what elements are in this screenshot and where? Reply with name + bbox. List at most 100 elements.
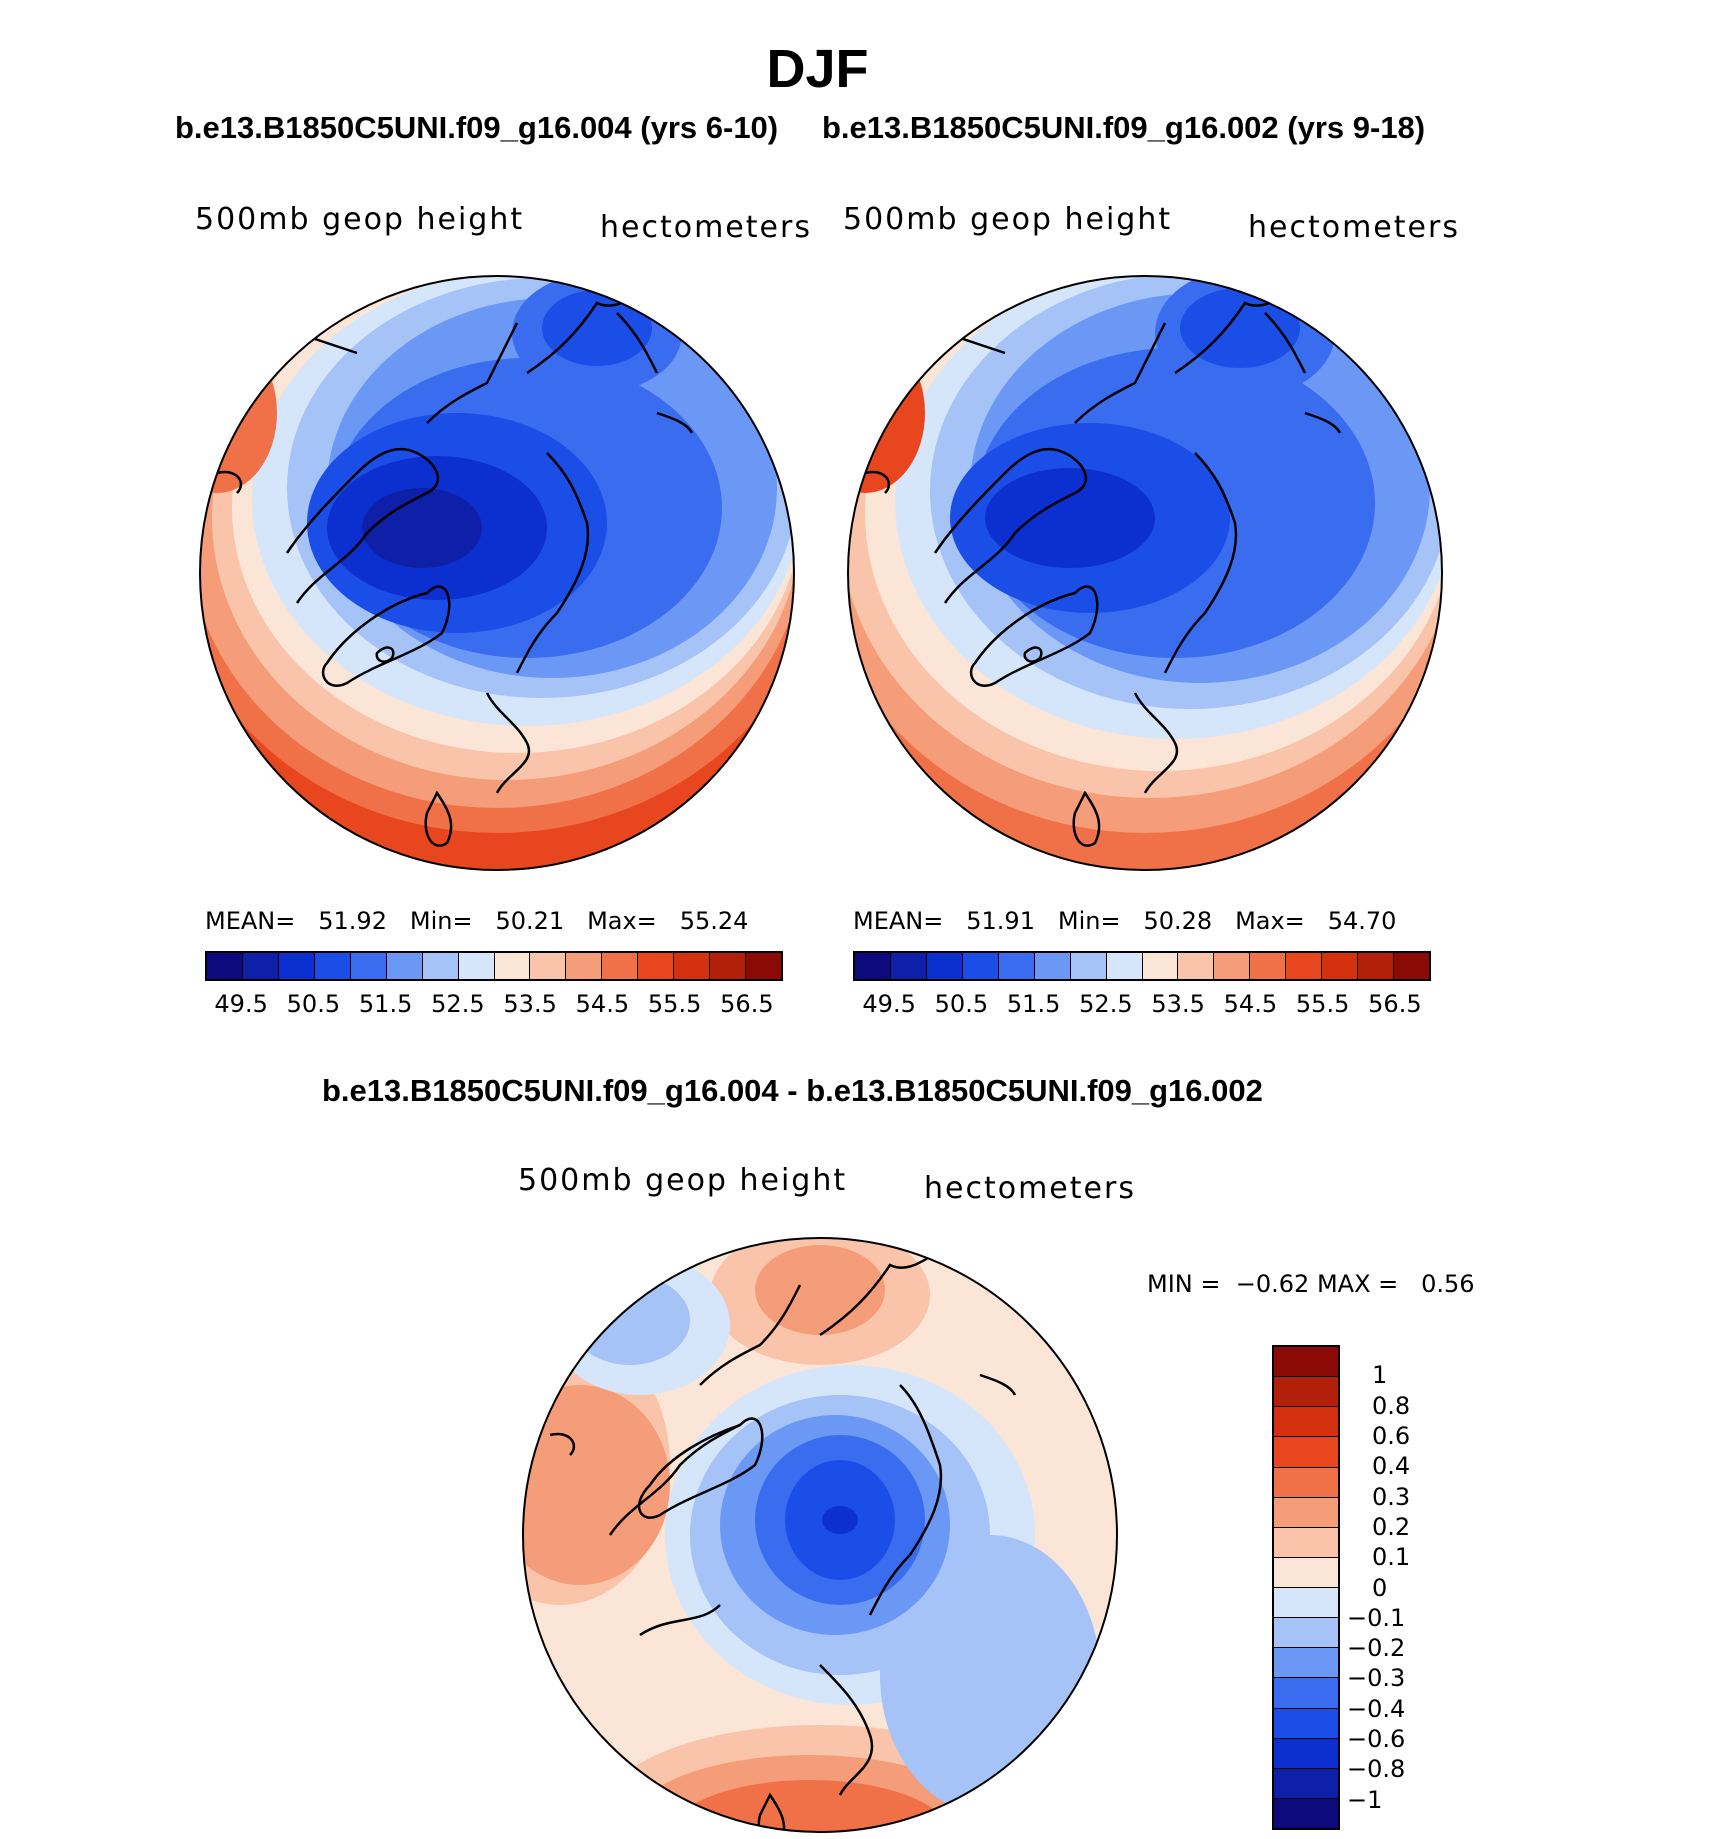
colorbar-tick-label: 0.8: [1372, 1391, 1411, 1420]
colorbar-swatch: [1274, 1347, 1338, 1378]
colorbar-tick-label: 50.5: [934, 990, 989, 1018]
colorbar-tick-label: 0.2: [1372, 1512, 1411, 1541]
diff-min-label: MIN =: [1147, 1270, 1221, 1298]
colorbar-swatch: [1274, 1648, 1338, 1679]
diff-colorbar: [1272, 1345, 1340, 1830]
right-polar-map: [847, 275, 1443, 871]
colorbar-swatch: [1274, 1527, 1338, 1558]
colorbar-swatch: [710, 953, 747, 979]
colorbar-swatch: [1214, 953, 1251, 979]
right-max-value: 54.70: [1327, 907, 1397, 935]
left-panel-units-label: hectometers: [600, 210, 812, 245]
colorbar-tick-label: 54.5: [1223, 990, 1278, 1018]
colorbar-swatch: [350, 953, 387, 979]
colorbar-tick-label: 55.5: [1295, 990, 1350, 1018]
right-panel-variable-label: 500mb geop height: [843, 202, 1173, 237]
colorbar-swatch: [1250, 953, 1287, 979]
colorbar-swatch: [278, 953, 315, 979]
colorbar-tick-label: −0.4: [1347, 1694, 1406, 1723]
colorbar-tick-label: 52.5: [1079, 990, 1133, 1018]
colorbar-tick-label: 1: [1372, 1361, 1388, 1390]
left-mean-value: 51.92: [318, 907, 387, 935]
colorbar-swatch: [314, 953, 351, 979]
diff-panel-units-label: hectometers: [924, 1171, 1136, 1206]
colorbar-swatch: [1286, 953, 1323, 979]
colorbar-tick-label: 0: [1372, 1573, 1388, 1602]
colorbar-tick-label: −0.6: [1347, 1725, 1406, 1754]
colorbar-swatch: [1274, 1588, 1338, 1619]
colorbar-swatch: [962, 953, 999, 979]
left-mean-label: MEAN=: [205, 907, 296, 935]
colorbar-tick-label: 50.5: [286, 990, 341, 1018]
colorbar-tick-label: 0.6: [1372, 1421, 1411, 1450]
colorbar-swatch: [242, 953, 279, 979]
right-mean-label: MEAN=: [853, 907, 944, 935]
colorbar-tick-label: 49.5: [862, 990, 916, 1018]
colorbar-tick-label: −0.1: [1347, 1603, 1406, 1632]
colorbar-tick-label: 49.5: [214, 990, 268, 1018]
left-panel-subtitle: b.e13.B1850C5UNI.f09_g16.004 (yrs 6-10): [175, 110, 779, 145]
right-panel-subtitle: b.e13.B1850C5UNI.f09_g16.002 (yrs 9-18): [822, 110, 1426, 145]
colorbar-swatch: [1274, 1467, 1338, 1498]
colorbar-swatch: [1178, 953, 1215, 979]
colorbar-tick-label: 53.5: [1151, 990, 1205, 1018]
colorbar-swatch: [1274, 1407, 1338, 1438]
diff-max-value: 0.56: [1421, 1270, 1475, 1298]
left-panel-variable-label: 500mb geop height: [195, 202, 525, 237]
colorbar-swatch: [207, 953, 243, 979]
colorbar-tick-label: 0.4: [1372, 1452, 1411, 1481]
colorbar-swatch: [458, 953, 495, 979]
colorbar-tick-label: −0.2: [1347, 1634, 1406, 1663]
diff-max-label: MAX =: [1316, 1270, 1399, 1298]
colorbar-swatch: [1274, 1618, 1338, 1649]
colorbar-tick-label: 56.5: [1368, 990, 1422, 1018]
colorbar-tick-label: 54.5: [575, 990, 630, 1018]
colorbar-swatch: [1274, 1557, 1338, 1588]
colorbar-swatch: [638, 953, 675, 979]
right-max-label: Max=: [1235, 907, 1305, 935]
right-panel-stats: MEAN= 51.91 Min= 50.28 Max= 54.70: [853, 907, 1396, 935]
right-colorbar: [853, 951, 1431, 981]
colorbar-swatch: [530, 953, 567, 979]
colorbar-tick-label: −0.8: [1347, 1755, 1406, 1784]
colorbar-tick-label: 0.1: [1372, 1543, 1411, 1572]
diff-colorbar-ticks: 1 0.8 0.6 0.4 0.3 0.2 0.1 0 −0.1 −0.2 −0.3 −0.4 −0.6…: [1347, 1345, 1472, 1830]
colorbar-swatch: [926, 953, 963, 979]
colorbar-tick-label: 51.5: [358, 990, 413, 1018]
colorbar-swatch: [1106, 953, 1143, 979]
left-colorbar: [205, 951, 783, 981]
colorbar-swatch: [422, 953, 459, 979]
colorbar-swatch: [890, 953, 927, 979]
diff-polar-map: [522, 1237, 1118, 1833]
colorbar-swatch: [1142, 953, 1179, 979]
colorbar-swatch: [386, 953, 423, 979]
colorbar-swatch: [1358, 953, 1395, 979]
colorbar-swatch: [602, 953, 639, 979]
right-panel-units-label: hectometers: [1248, 210, 1460, 245]
colorbar-swatch: [1322, 953, 1359, 979]
colorbar-tick-label: −0.3: [1347, 1664, 1406, 1693]
left-min-value: 50.21: [495, 907, 565, 935]
diff-panel-subtitle: b.e13.B1850C5UNI.f09_g16.004 - b.e13.B18…: [322, 1073, 1263, 1108]
colorbar-swatch: [1274, 1437, 1338, 1468]
colorbar-tick-label: 56.5: [720, 990, 774, 1018]
colorbar-swatch: [566, 953, 603, 979]
left-colorbar-ticks: 49.5 50.5 51.5 52.5 53.5 54.5 55.5 56.5: [205, 990, 783, 1020]
colorbar-swatch: [855, 953, 891, 979]
diff-min-value: −0.62: [1235, 1270, 1310, 1298]
figure-title: DJF: [766, 39, 869, 99]
left-panel-stats: MEAN= 51.92 Min= 50.21 Max= 55.24: [205, 907, 748, 935]
diff-panel-variable-label: 500mb geop height: [518, 1163, 848, 1198]
colorbar-swatch: [1034, 953, 1071, 979]
right-colorbar-ticks: 49.5 50.5 51.5 52.5 53.5 54.5 55.5 56.5: [853, 990, 1431, 1020]
colorbar-swatch: [1274, 1768, 1338, 1799]
colorbar-swatch: [494, 953, 531, 979]
colorbar-swatch: [746, 953, 781, 979]
colorbar-tick-label: 53.5: [503, 990, 557, 1018]
colorbar-swatch: [1274, 1798, 1338, 1828]
left-polar-map: [199, 275, 795, 871]
right-mean-value: 51.91: [966, 907, 1035, 935]
colorbar-swatch: [1274, 1708, 1338, 1739]
left-min-label: Min=: [409, 907, 473, 935]
colorbar-swatch: [1394, 953, 1429, 979]
